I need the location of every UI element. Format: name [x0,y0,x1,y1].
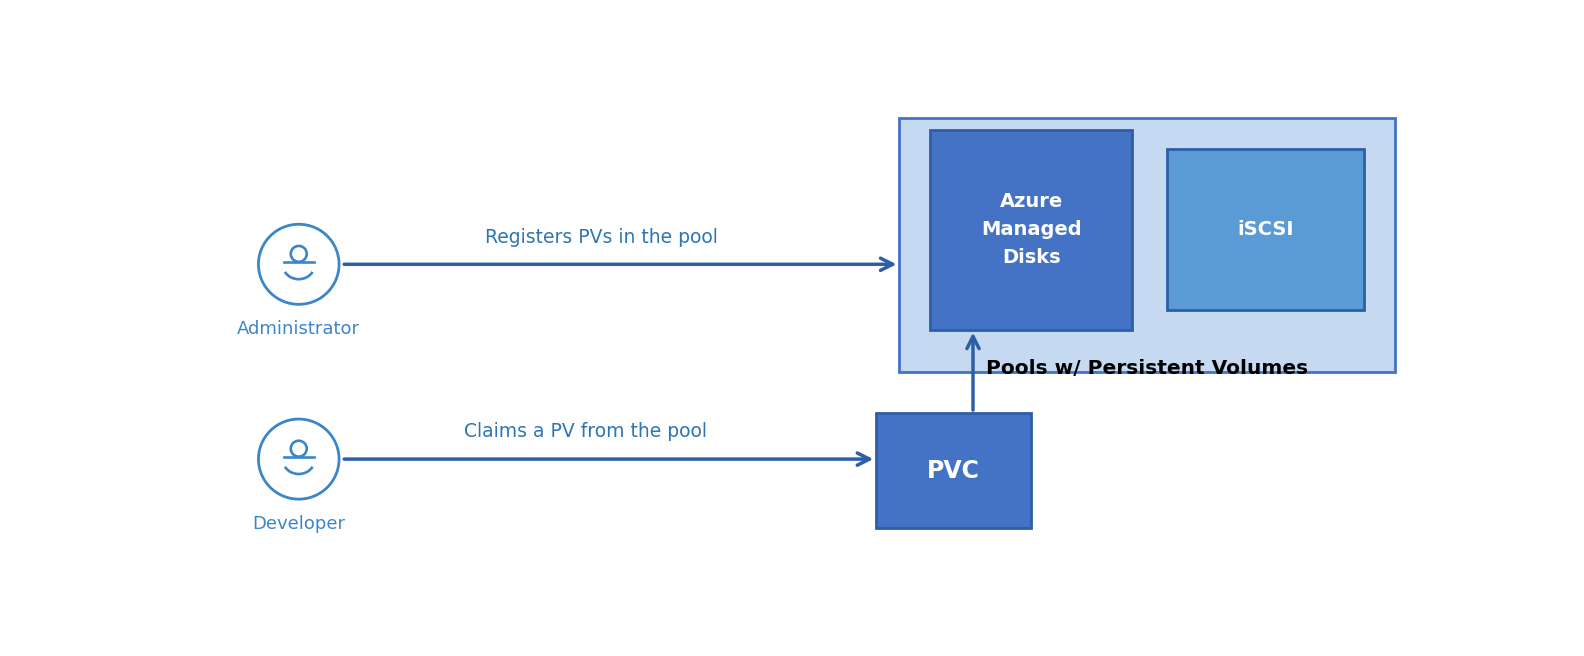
Text: Registers PVs in the pool: Registers PVs in the pool [485,228,718,247]
Text: Azure
Managed
Disks: Azure Managed Disks [980,192,1082,267]
Text: Pools w/ Persistent Volumes: Pools w/ Persistent Volumes [987,359,1308,378]
FancyBboxPatch shape [930,129,1133,330]
Text: Administrator: Administrator [238,319,360,338]
Text: Developer: Developer [252,514,345,533]
Text: Claims a PV from the pool: Claims a PV from the pool [464,422,706,441]
FancyBboxPatch shape [900,118,1396,372]
Text: iSCSI: iSCSI [1237,220,1294,239]
Text: PVC: PVC [927,459,980,483]
FancyBboxPatch shape [876,413,1031,528]
FancyBboxPatch shape [1167,149,1364,310]
